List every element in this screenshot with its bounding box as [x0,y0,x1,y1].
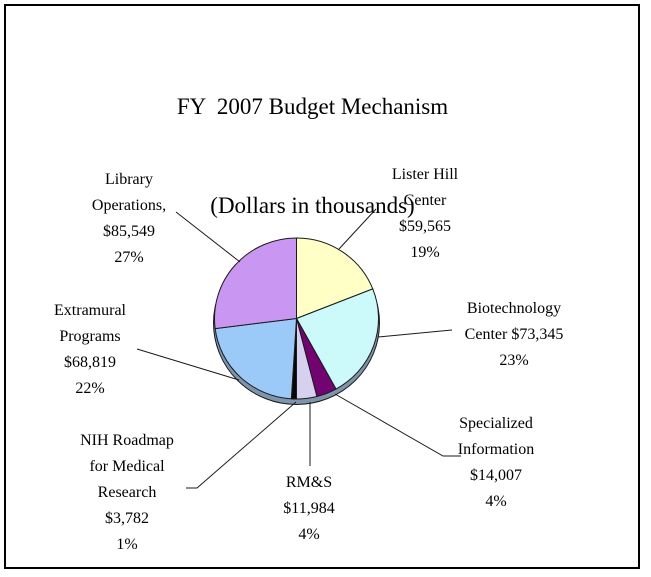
leader-line-nih-roadmap [186,401,297,489]
callout-rms-line: $11,984 [283,500,335,517]
callout-extramural-programs-line: Extramural [54,302,126,319]
callout-lister-hill-center-line: $59,565 [399,218,451,235]
leader-line-lister-hill-center [338,208,377,250]
pie-slice-biotechnology-center [295,288,379,390]
chart-title-line1: FY 2007 Budget Mechanism [176,94,449,119]
callout-library-operations-line: 27% [114,249,144,266]
callout-extramural-programs: Extramural Programs $68,819 22% [54,298,126,402]
leader-line-extramural-programs [136,348,240,381]
callout-biotechnology-center-line: Biotechnology [466,300,562,317]
chart-title: FY 2007 Budget Mechanism (Dollars in tho… [60,24,565,288]
callout-specialized-information-line: Specialized [459,415,533,432]
callout-nih-roadmap: NIH Roadmap for Medical Research $3,782 1% [80,428,174,558]
callout-specialized-information: Specialized Information $14,007 4% [458,411,534,515]
callout-nih-roadmap-line: for Medical [89,458,165,475]
callout-library-operations-line: $85,549 [102,223,155,240]
leader-line-library-operations [175,211,241,263]
callout-library-operations-line: Library [105,171,153,188]
pie-slice-lister-hill-center [296,237,374,320]
callout-extramural-programs-line: 22% [75,380,105,397]
callout-specialized-information-line: Information [457,441,535,458]
callout-extramural-programs-line: $68,819 [64,354,116,371]
leader-line-biotechnology-center [377,329,453,338]
callout-biotechnology-center-line: 23% [499,352,529,369]
callout-lister-hill-center-line: Lister Hill [391,166,459,183]
callout-nih-roadmap-line: NIH Roadmap [80,432,174,449]
callout-lister-hill-center-line: Center [403,192,447,209]
callout-nih-roadmap-line: 1% [116,536,138,553]
callout-specialized-information-line: $14,007 [469,467,522,484]
callout-library-operations: Library Operations, $85,549 27% [92,167,166,271]
callout-rms: RM&S $11,984 4% [283,470,334,548]
callout-nih-roadmap-line: $3,782 [104,510,149,527]
callout-extramural-programs-line: Programs [59,328,121,345]
chart-title-line2: (Dollars in thousands) [210,193,415,218]
callout-rms-line: 4% [298,526,320,543]
callout-specialized-information-line: 4% [485,493,507,510]
pie-slice-library-operations [214,237,297,330]
callout-lister-hill-center-line: 19% [410,244,440,261]
callout-nih-roadmap-line: Research [97,484,157,501]
callout-biotechnology-center-line: Center $73,345 [464,326,564,343]
chart-border [4,4,640,569]
callout-rms-line: RM&S [285,474,333,491]
pie-slice-extramural-programs [214,317,298,400]
callout-lister-hill-center: Lister Hill Center $59,565 19% [392,162,458,266]
callout-library-operations-line: Operations, [91,197,167,214]
leader-line-specialized-information [334,393,461,457]
callout-biotechnology-center: Biotechnology Center $73,345 23% [465,296,564,374]
